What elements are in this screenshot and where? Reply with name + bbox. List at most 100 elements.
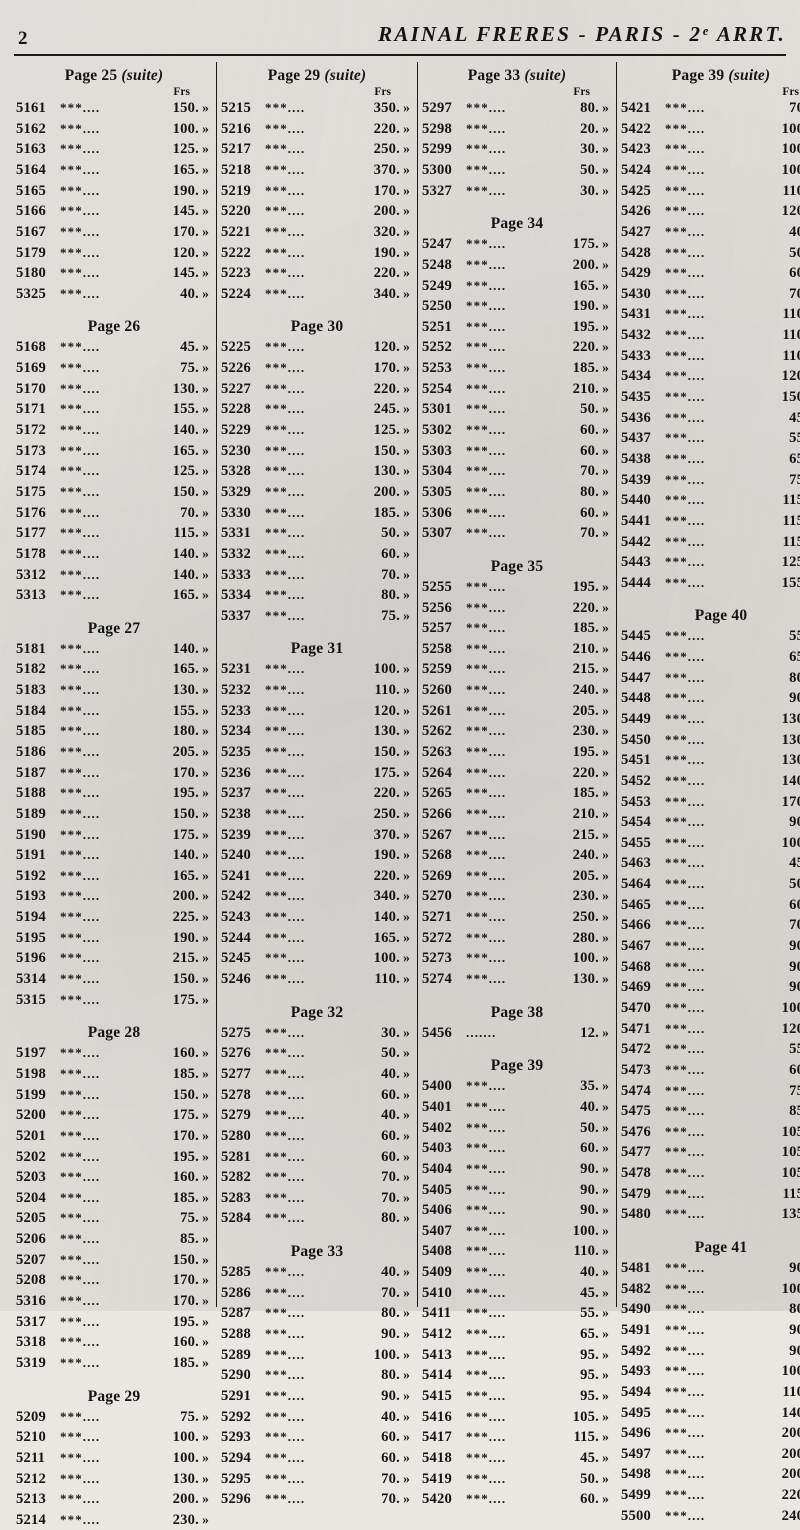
price-value: 95. xyxy=(580,1346,599,1363)
guillemet-mark: » xyxy=(602,826,609,842)
price-value: 230. xyxy=(572,723,599,740)
guillemet-mark: » xyxy=(403,744,410,759)
table-row: 5429***....60.» xyxy=(621,263,800,284)
price-value: 170. xyxy=(172,1272,199,1289)
reference-number: 5262 xyxy=(422,723,452,740)
table-row: 5239 ***.... 370.» xyxy=(221,825,413,846)
table-row: 5454***....90.» xyxy=(621,812,800,833)
leader-marker: ***.... xyxy=(60,1429,101,1445)
guillemet-mark: » xyxy=(602,599,609,615)
price-value: 90. xyxy=(789,690,800,707)
leader-marker: ***.... xyxy=(466,483,507,499)
price-value: 155. xyxy=(172,401,199,418)
table-row: 5193 ***.... 200.» xyxy=(16,886,212,907)
table-row: 5407 ***.... 100.» xyxy=(422,1221,612,1242)
reference-number: 5197 xyxy=(16,1045,46,1062)
leader-marker: ***.... xyxy=(60,285,101,301)
guillemet-mark: » xyxy=(202,223,209,239)
guillemet-mark: » xyxy=(602,360,609,376)
reference-number: 5265 xyxy=(422,785,452,802)
guillemet-mark: » xyxy=(202,867,209,883)
table-row: 5307 ***.... 70.» xyxy=(422,523,612,544)
reference-number: 5424 xyxy=(621,161,651,178)
column-3: Page 33 (suite) Frs 5297 ***.... 80.» 5298 ***… xyxy=(417,62,616,1507)
guillemet-mark: » xyxy=(403,504,410,520)
table-row: 5258 ***.... 210.» xyxy=(422,639,612,660)
table-row: 5416 ***.... 105.» xyxy=(422,1407,612,1428)
leader-marker: ***.... xyxy=(665,855,706,871)
reference-number: 5206 xyxy=(16,1231,46,1248)
leader-marker: ***.... xyxy=(60,1354,101,1370)
table-row: 5202 ***.... 195.» xyxy=(16,1147,212,1168)
leader-marker: ***.... xyxy=(265,1065,306,1081)
price-value: 50. xyxy=(789,244,800,261)
price-value: 240. xyxy=(781,1507,800,1524)
reference-number: 5222 xyxy=(221,244,251,261)
column-container: Page 25 (suite) Frs 5161 ***.... 150.» 5162 **… xyxy=(12,62,800,1528)
price-value: 150. xyxy=(373,744,400,760)
price-value: 100. xyxy=(572,1222,599,1239)
reference-number: 5235 xyxy=(221,744,251,760)
price-entry-table: 5285 ***.... 40.» 5286 ***.... 70.» 5287 ***...… xyxy=(221,1262,413,1510)
price-value: 55. xyxy=(789,1041,800,1058)
table-row: 5210 ***.... 100.» xyxy=(16,1427,212,1448)
reference-number: 5218 xyxy=(221,161,251,178)
reference-number: 5408 xyxy=(422,1243,452,1260)
price-value: 60. xyxy=(789,1061,800,1078)
guillemet-mark: » xyxy=(602,504,609,520)
reference-number: 5328 xyxy=(221,463,251,480)
section-spacer xyxy=(221,1229,413,1236)
reference-number: 5250 xyxy=(422,298,452,315)
leader-marker: ***.... xyxy=(466,723,507,739)
price-value: 185. xyxy=(172,1065,199,1082)
table-row: 5264 ***.... 220.» xyxy=(422,763,612,784)
reference-number: 5468 xyxy=(621,958,651,975)
reference-number: 5266 xyxy=(422,805,452,822)
reference-number: 5329 xyxy=(221,483,251,500)
price-value: 185. xyxy=(572,785,599,802)
leader-marker: ***.... xyxy=(466,1326,507,1342)
leader-marker: ***.... xyxy=(265,265,306,281)
table-row: 5427***....40.» xyxy=(621,222,800,243)
price-value: 250. xyxy=(373,805,400,822)
price-value: 105. xyxy=(781,1123,800,1140)
table-row: 5190 ***.... 175.» xyxy=(16,825,212,846)
guillemet-mark: » xyxy=(602,1264,609,1280)
reference-number: 5280 xyxy=(221,1127,251,1144)
price-value: 340. xyxy=(373,285,400,302)
reference-number: 5450 xyxy=(621,731,651,748)
leader-marker: ***.... xyxy=(265,1429,306,1445)
price-value: 220. xyxy=(373,380,400,397)
price-value: 210. xyxy=(572,640,599,657)
price-value: 155. xyxy=(781,574,800,591)
leader-marker: ***.... xyxy=(60,1231,101,1247)
price-value: 130. xyxy=(572,971,599,988)
leader-marker: ***.... xyxy=(665,306,706,322)
price-value: 115. xyxy=(173,525,199,542)
table-row: 5174 ***.... 125.» xyxy=(16,461,212,482)
leader-marker: ***.... xyxy=(665,711,706,726)
reference-number: 5163 xyxy=(16,141,46,158)
leader-marker: ***.... xyxy=(665,203,706,219)
table-row: 5424***....100.» xyxy=(621,160,800,181)
table-row: 5281 ***.... 60.» xyxy=(221,1147,413,1168)
table-row: 5175 ***.... 150.» xyxy=(16,482,212,503)
reference-number: 5315 xyxy=(16,991,46,1008)
table-row: 5272 ***.... 280.» xyxy=(422,928,612,949)
price-value: 80. xyxy=(580,100,599,117)
section-spacer xyxy=(621,593,800,600)
table-row: 5306 ***.... 60.» xyxy=(422,503,612,524)
guillemet-mark: » xyxy=(602,463,609,479)
section-spacer xyxy=(422,1043,612,1050)
table-row: 5447***....80.» xyxy=(621,668,800,689)
table-row: 5170 ***.... 130.» xyxy=(16,379,212,400)
table-row: 5261 ***.... 205.» xyxy=(422,701,612,722)
leader-marker: ***.... xyxy=(60,566,101,582)
guillemet-mark: » xyxy=(202,1334,209,1350)
table-row: 5440***....115.» xyxy=(621,490,800,511)
price-value: 60. xyxy=(381,1127,400,1144)
price-value: 120. xyxy=(781,203,800,220)
guillemet-mark: » xyxy=(202,950,209,966)
reference-number: 5441 xyxy=(621,512,651,529)
leader-marker: ***.... xyxy=(265,661,306,677)
